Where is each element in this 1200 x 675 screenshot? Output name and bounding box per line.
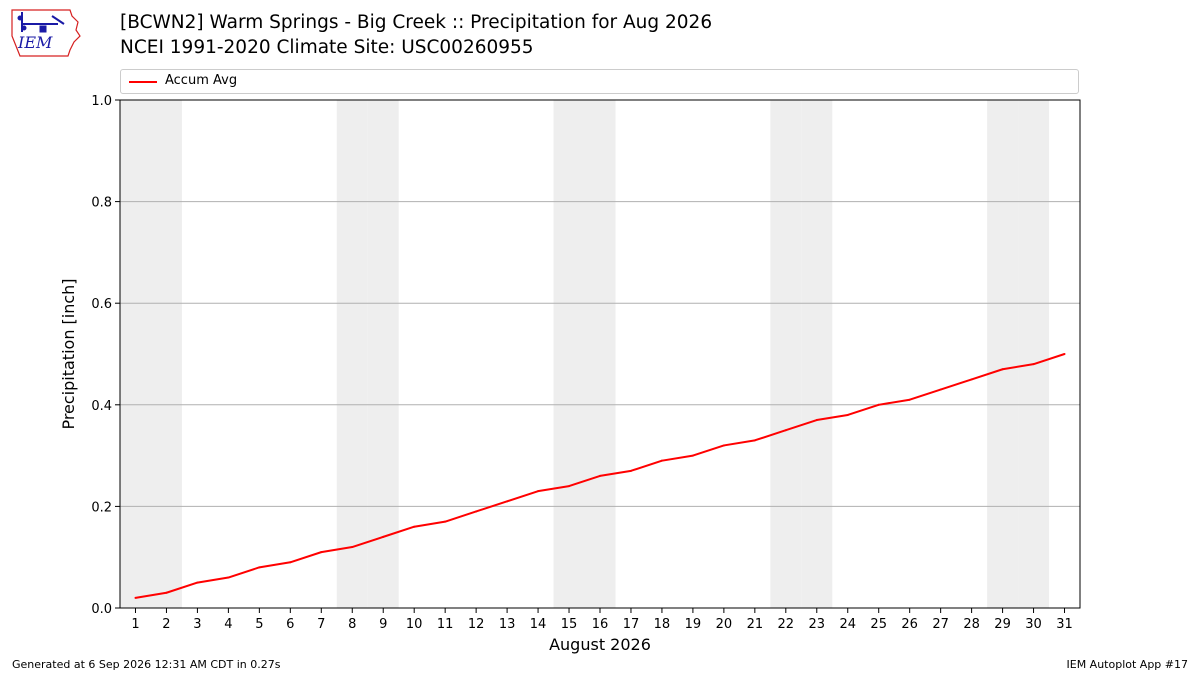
data-point: [846, 413, 849, 416]
x-tick-label: 15: [561, 617, 578, 632]
data-point: [970, 378, 973, 381]
x-tick-label: 3: [193, 617, 201, 632]
x-tick-label: 24: [839, 617, 856, 632]
y-tick-label: 0.8: [91, 196, 112, 211]
data-point: [382, 535, 385, 538]
chart-title: [BCWN2] Warm Springs - Big Creek :: Prec…: [120, 12, 713, 33]
x-tick-label: 21: [747, 617, 764, 632]
weekend-band: [150, 100, 182, 608]
data-point: [629, 469, 632, 472]
data-point: [753, 439, 756, 442]
weekend-band: [553, 100, 585, 608]
data-point: [537, 490, 540, 493]
data-point: [413, 525, 416, 528]
x-tick-label: 14: [530, 617, 547, 632]
data-point: [227, 576, 230, 579]
data-point: [691, 454, 694, 457]
x-tick-label: 25: [870, 617, 887, 632]
y-axis: 0.0 0.2 0.4 0.6 0.8 1.0: [91, 94, 120, 617]
x-tick-label: 9: [379, 617, 387, 632]
x-tick-label: 20: [716, 617, 733, 632]
data-point: [1032, 363, 1035, 366]
chart-subtitle: NCEI 1991-2020 Climate Site: USC00260955: [120, 37, 534, 58]
weekend-band: [801, 100, 833, 608]
weather-station-icon: [17, 12, 65, 33]
weekend-band: [770, 100, 802, 608]
data-point: [475, 510, 478, 513]
data-point: [320, 551, 323, 554]
data-point: [351, 546, 354, 549]
x-tick-label: 12: [468, 617, 485, 632]
data-point: [1063, 353, 1066, 355]
weekend-band: [367, 100, 399, 608]
x-tick-label: 26: [901, 617, 918, 632]
x-tick-label: 2: [162, 617, 170, 632]
x-tick-label: 5: [255, 617, 263, 632]
y-tick-label: 0.2: [91, 500, 112, 515]
x-axis-label: August 2026: [549, 635, 651, 654]
logo-text: IEM: [17, 33, 53, 52]
data-point: [939, 388, 942, 391]
weekend-bands: [120, 100, 1050, 608]
x-tick-label: 27: [932, 617, 949, 632]
data-point: [660, 459, 663, 462]
x-tick-label: 7: [317, 617, 325, 632]
data-point: [784, 429, 787, 432]
x-axis: 1 2 3 4 5 6 7 8 9 10 11 12 13 14 15 16 17 18 19 20 21 22 23 24 2…: [131, 608, 1073, 632]
weekend-band: [1018, 100, 1050, 608]
data-point: [722, 444, 725, 447]
data-point: [258, 566, 261, 569]
y-tick-label: 0.4: [91, 399, 112, 414]
data-point: [568, 485, 571, 488]
data-point: [134, 596, 137, 599]
data-point: [506, 500, 509, 503]
x-tick-label: 28: [963, 617, 980, 632]
y-axis-label: Precipitation [inch]: [59, 278, 78, 429]
y-tick-label: 0.0: [91, 602, 112, 617]
x-tick-label: 23: [809, 617, 826, 632]
generated-timestamp: Generated at 6 Sep 2026 12:31 AM CDT in …: [12, 658, 281, 671]
data-point: [1001, 368, 1004, 371]
x-tick-label: 17: [623, 617, 640, 632]
data-point: [877, 403, 880, 406]
x-tick-label: 10: [406, 617, 423, 632]
data-point: [444, 520, 447, 523]
gridlines: [120, 201, 1080, 507]
legend-label: Accum Avg: [165, 73, 238, 88]
y-tick-label: 1.0: [91, 94, 112, 109]
x-tick-label: 8: [348, 617, 356, 632]
x-tick-label: 1: [131, 617, 139, 632]
x-tick-label: 4: [224, 617, 232, 632]
iem-logo: IEM: [11, 9, 81, 57]
x-tick-label: 6: [286, 617, 294, 632]
weekend-band: [987, 100, 1019, 608]
app-label: IEM Autoplot App #17: [1066, 658, 1189, 671]
x-tick-label: 19: [685, 617, 702, 632]
x-tick-label: 18: [654, 617, 671, 632]
data-point: [599, 474, 601, 477]
x-tick-label: 29: [994, 617, 1011, 632]
data-point: [908, 398, 911, 401]
weekend-band: [336, 100, 368, 608]
x-tick-label: 30: [1025, 617, 1042, 632]
x-tick-label: 16: [592, 617, 609, 632]
data-point: [815, 419, 818, 422]
y-tick-label: 0.6: [91, 297, 112, 312]
iowa-outline: [11, 9, 81, 57]
data-point: [289, 561, 292, 564]
data-point: [165, 591, 168, 594]
x-tick-label: 13: [499, 617, 516, 632]
x-tick-label: 22: [778, 617, 795, 632]
x-tick-label: 11: [437, 617, 454, 632]
weekend-band: [584, 100, 616, 608]
legend: Accum Avg: [120, 69, 1079, 94]
data-point: [196, 581, 199, 584]
series-layer: [134, 353, 1066, 599]
x-tick-label: 31: [1056, 617, 1073, 632]
legend-swatch: [129, 81, 157, 83]
weekend-band: [120, 100, 151, 608]
